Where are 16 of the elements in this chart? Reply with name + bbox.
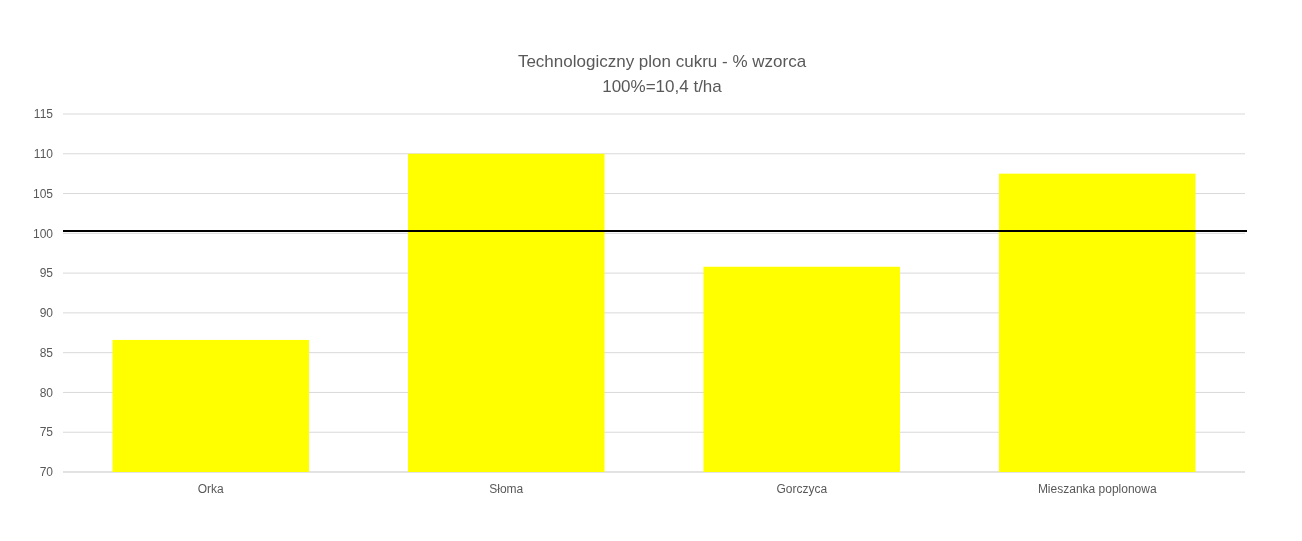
y-tick-label: 75 [39, 425, 54, 440]
x-tick-label: Orka [197, 482, 225, 496]
y-tick-label: 85 [39, 345, 54, 360]
y-tick-label: 105 [32, 186, 54, 201]
x-tick-label: Gorczyca [776, 482, 828, 496]
y-tick-label: 90 [39, 306, 54, 321]
y-tick-label: 70 [39, 465, 54, 480]
x-tick-label: Mieszanka poplonowa [1037, 482, 1157, 496]
y-tick-label: 110 [33, 146, 54, 161]
chart-title: Technologiczny plon cukru - % wzorca [517, 52, 807, 71]
x-tick-label: Słoma [489, 482, 524, 496]
y-tick-label: 100 [32, 226, 54, 241]
y-tick-label: 115 [33, 107, 54, 122]
y-tick-label: 95 [39, 266, 54, 281]
chart-subtitle: 100%=10,4 t/ha [602, 77, 723, 96]
y-tick-label: 80 [39, 385, 54, 400]
